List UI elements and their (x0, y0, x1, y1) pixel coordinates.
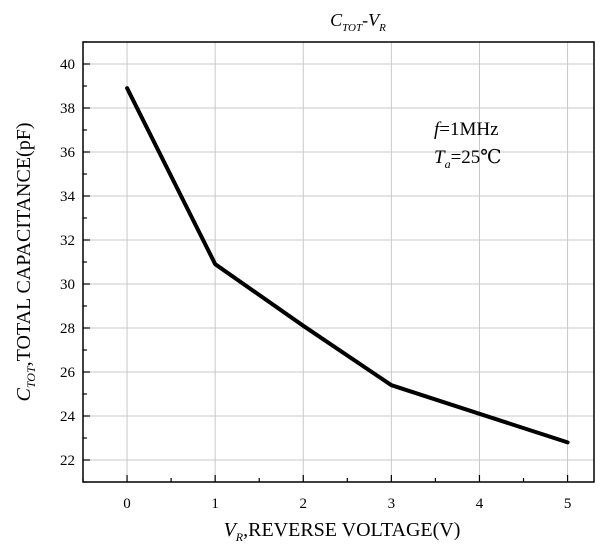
x-tick-label: 1 (211, 496, 219, 512)
x-tick-label: 4 (476, 496, 484, 512)
data-point (390, 384, 392, 386)
y-tick-label: 24 (60, 409, 76, 425)
x-tick-label: 0 (123, 496, 131, 512)
data-point (126, 87, 128, 89)
y-tick-label: 40 (60, 57, 75, 73)
data-point (214, 263, 216, 265)
y-tick-label: 36 (60, 145, 76, 161)
y-tick-label: 26 (60, 365, 76, 381)
data-point (478, 413, 480, 415)
temperature-annotation: Ta=25℃ (434, 147, 502, 171)
y-axis-label: CTOT,TOTAL CAPACITANCE(pF) (13, 123, 38, 402)
frequency-annotation: f=1MHz (434, 119, 499, 140)
y-tick-label: 38 (60, 101, 75, 117)
y-tick-label: 34 (60, 189, 76, 205)
x-tick-label: 5 (564, 496, 572, 512)
axis-ticks (82, 41, 569, 483)
grid (83, 42, 594, 482)
y-tick-labels: 22 24 26 28 30 32 34 36 38 40 (60, 57, 76, 469)
data-point (567, 441, 569, 443)
data-point (302, 325, 304, 327)
y-tick-label: 28 (60, 321, 75, 337)
y-tick-label: 32 (60, 233, 75, 249)
x-tick-labels: 0 1 2 3 4 5 (123, 496, 571, 512)
x-axis-label: VR,REVERSE VOLTAGE(V) (224, 519, 461, 544)
chart-title: CTOT-VR (330, 10, 386, 34)
y-tick-label: 30 (60, 277, 75, 293)
x-tick-label: 3 (388, 496, 396, 512)
x-tick-label: 2 (300, 496, 308, 512)
series-layer (125, 86, 570, 445)
y-tick-label: 22 (60, 453, 75, 469)
series-line (125, 86, 570, 445)
